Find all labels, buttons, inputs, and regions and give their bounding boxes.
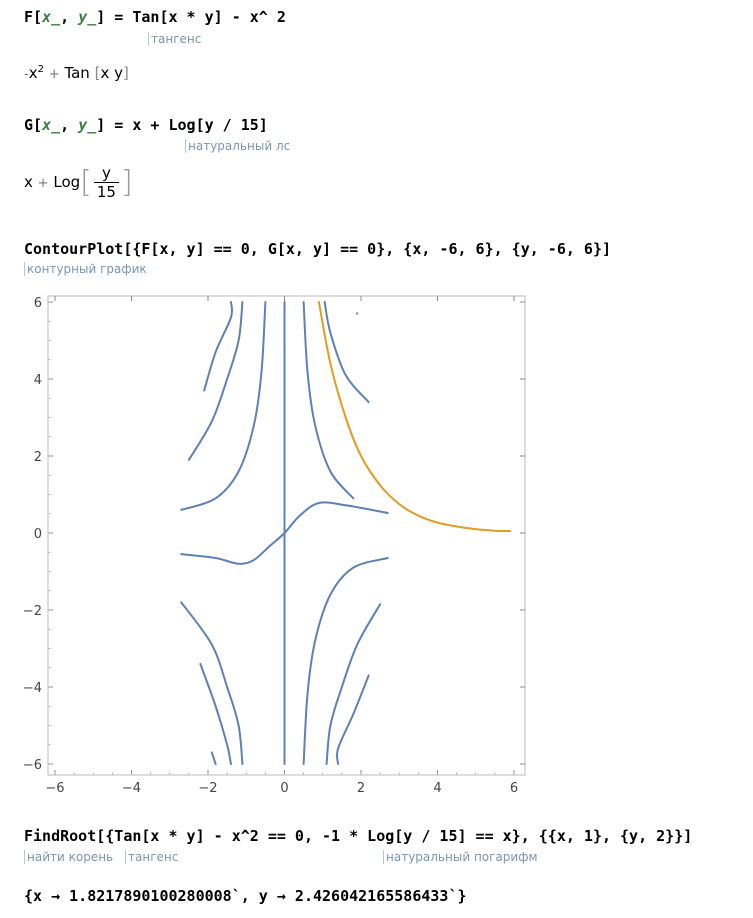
- x-tick-label: 2: [357, 781, 365, 796]
- x-tick-label: 0: [280, 781, 288, 796]
- f-sep: ,: [60, 8, 79, 26]
- curve-F: [180, 501, 389, 565]
- f-out-lbracket: [: [94, 64, 101, 82]
- g-out-plus: +: [37, 176, 49, 191]
- y-tick-label: 4: [34, 373, 42, 388]
- x-tick-label: −4: [122, 781, 141, 796]
- plot-frame: [47, 295, 526, 776]
- y-tick-label: −2: [23, 604, 42, 619]
- y-tick-label: 0: [34, 527, 42, 542]
- y-tick-label: −6: [23, 758, 42, 773]
- curve-F: [302, 557, 389, 765]
- x-tick-label: −2: [198, 781, 217, 796]
- f-pattern-y: y_: [78, 8, 97, 26]
- curve-F: [180, 601, 244, 765]
- g-out-numerator: y: [93, 164, 119, 183]
- curve-F: [210, 751, 217, 765]
- f-out-rbracket: ]: [123, 64, 129, 82]
- x-tick-label: 4: [433, 781, 441, 796]
- g-pattern-x: x_: [42, 116, 61, 134]
- g-definition-input[interactable]: G[x_, y_] = x + Log[y / 15]: [24, 116, 268, 134]
- f-definition-input[interactable]: F[x_, y_] = Tan[x * y] - x^ 2: [24, 8, 286, 26]
- contourplot-autocomplete-hint[interactable]: контурный график: [24, 262, 147, 276]
- contour-plot: −6 −4 −2 0 2 4 6 −6 −4 −2 0 2 4 6: [23, 295, 526, 796]
- curve-F: [335, 674, 370, 765]
- x-tick-label: 6: [510, 781, 518, 796]
- plot-curves: [180, 301, 512, 765]
- curve-F: [323, 301, 370, 404]
- f-out-exponent: 2: [37, 64, 44, 75]
- x-tick-label: −6: [45, 781, 64, 796]
- findroot-result: {x → 1.8217890100280008`, y → 2.42604216…: [24, 887, 467, 905]
- g-out-denominator: 15: [96, 183, 116, 201]
- f-out-plus: +: [48, 67, 60, 82]
- g-out-x: x: [24, 173, 33, 191]
- f-head: F[: [24, 8, 43, 26]
- findroot-hint-findroot[interactable]: найти корень: [24, 850, 113, 864]
- f-out-minus: -: [24, 67, 29, 82]
- f-body: ] = Tan[x * y] - x^ 2: [96, 8, 286, 26]
- f-out-arg: x y: [100, 64, 123, 82]
- f-out-tan: Tan: [64, 64, 90, 82]
- curve-F: [199, 662, 232, 765]
- f-output: -x2 + Tan [x y]: [24, 64, 129, 82]
- contourplot-input[interactable]: ContourPlot[{F[x, y] == 0, G[x, y] == 0}…: [24, 240, 611, 258]
- y-tick-label: 6: [34, 296, 42, 311]
- g-out-lbracket: [: [80, 165, 92, 200]
- curve-F-dot: [355, 312, 359, 315]
- g-out-rbracket: ]: [120, 165, 133, 200]
- g-output: x + Log[y 15]: [24, 164, 133, 201]
- g-body: ] = x + Log[y / 15]: [96, 116, 268, 134]
- findroot-hint-log[interactable]: натуральный погарифм: [383, 850, 538, 864]
- findroot-hint-tan[interactable]: тангенс: [125, 850, 178, 864]
- curve-F: [180, 301, 267, 511]
- g-sep: ,: [60, 116, 79, 134]
- curve-F: [302, 301, 355, 500]
- g-out-log: Log: [53, 173, 81, 191]
- findroot-input[interactable]: FindRoot[{Tan[x * y] - x^2 == 0, -1 * Lo…: [24, 827, 693, 845]
- curve-F: [325, 603, 382, 765]
- y-tick-label: 2: [34, 450, 42, 465]
- f-autocomplete-hint[interactable]: тангенс: [148, 32, 201, 46]
- g-out-fraction: y 15: [93, 164, 119, 201]
- y-tick-label: −4: [23, 681, 42, 696]
- g-pattern-y: y_: [78, 116, 97, 134]
- g-head: G[: [24, 116, 43, 134]
- g-autocomplete-hint[interactable]: натуральный лс: [185, 139, 296, 153]
- plot-ticks: −6 −4 −2 0 2 4 6 −6 −4 −2 0 2 4 6: [23, 296, 525, 796]
- curve-G: [317, 301, 512, 533]
- f-pattern-x: x_: [42, 8, 61, 26]
- curve-F: [203, 301, 234, 392]
- f-out-x: x: [28, 64, 38, 82]
- curve-F: [187, 301, 244, 461]
